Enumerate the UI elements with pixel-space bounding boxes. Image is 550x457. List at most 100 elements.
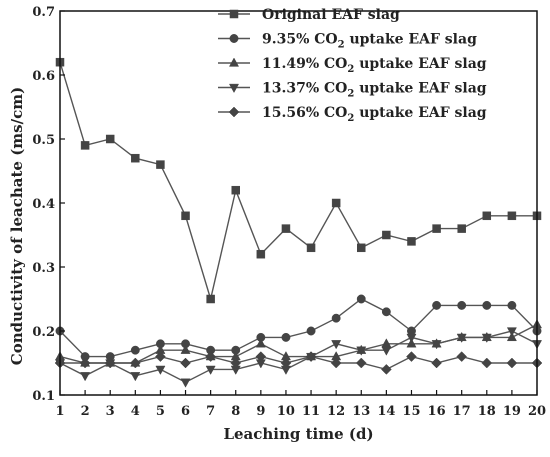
legend-label: 15.56% CO2 uptake EAF slag	[262, 105, 487, 124]
series-4-point	[356, 346, 367, 356]
series-5-point	[230, 357, 242, 369]
legend-label-suffix: uptake EAF slag	[345, 32, 477, 48]
x-tick-label: 12	[327, 404, 345, 419]
series-2-point	[457, 300, 467, 310]
legend-label: Original EAF slag	[262, 7, 400, 23]
series-4-point	[331, 340, 342, 350]
y-tick-label: 0.3	[32, 261, 55, 276]
series-2	[55, 294, 542, 362]
legend-item-3: 11.49% CO2 uptake EAF slag	[218, 56, 487, 75]
series-5-point	[305, 351, 317, 362]
series-3-point	[406, 338, 417, 348]
y-axis-title: Conductivity of leachate (ms/cm)	[0, 56, 34, 395]
series-2-point	[306, 326, 316, 336]
x-tick-label: 18	[478, 404, 496, 419]
y-tick-label: 0.5	[32, 133, 55, 148]
series-1-point	[432, 224, 441, 233]
legend-label-subscript: 2	[347, 89, 354, 100]
legend-label-suffix: uptake EAF slag	[354, 81, 486, 97]
legend-label: 11.49% CO2 uptake EAF slag	[262, 56, 487, 75]
series-2-point	[507, 300, 517, 310]
legend-label-suffix: uptake EAF slag	[354, 105, 486, 121]
legend-marker	[228, 106, 240, 118]
series-5-point	[431, 357, 442, 369]
x-tick-label: 6	[181, 404, 190, 419]
y-tick-label: 0.6	[32, 69, 55, 84]
series-4-line	[59, 330, 538, 383]
x-tick-label: 14	[377, 404, 395, 419]
y-tick-label: 0.1	[32, 389, 55, 404]
x-tick-label: 11	[302, 404, 320, 419]
x-tick-label: 19	[503, 404, 521, 419]
series-1-point	[457, 224, 466, 233]
series-5	[54, 351, 543, 375]
series-4-point	[205, 365, 216, 375]
series-5-point	[255, 351, 267, 362]
legend-label-text: 11.49% CO	[262, 56, 347, 72]
legend-item-2: 9.35% CO2 uptake EAF slag	[218, 32, 477, 51]
series-1	[55, 57, 542, 304]
series-1-point	[105, 134, 115, 144]
series-1-point	[131, 153, 140, 163]
y-tick-label: 0.4	[32, 197, 55, 212]
series-5-point	[79, 357, 91, 369]
series-2-point	[432, 300, 442, 310]
legend-label: 13.37% CO2 uptake EAF slag	[262, 81, 487, 100]
x-axis-title: Leaching time (d)	[223, 425, 374, 443]
legend-item-1: Original EAF slag	[218, 7, 400, 23]
legend-marker	[229, 9, 239, 19]
series-5-point	[205, 351, 216, 362]
x-tick-label: 17	[453, 404, 471, 419]
legend-marker	[229, 34, 239, 43]
series-5-point	[406, 351, 417, 362]
series-5-point	[180, 357, 191, 369]
x-tick-label: 1	[55, 404, 64, 419]
series-2-point	[281, 332, 291, 342]
series-2-point	[482, 300, 492, 310]
series-4-point	[155, 365, 166, 375]
legend-label-text: 13.37% CO	[262, 81, 347, 97]
x-tick-label: 4	[131, 404, 140, 419]
series-1-point	[156, 160, 165, 169]
x-tick-label: 8	[231, 404, 240, 419]
x-tick-label: 5	[156, 404, 165, 419]
legend-marker	[228, 57, 240, 67]
series-4-point	[130, 372, 141, 382]
x-tick-label: 2	[81, 404, 90, 419]
y-tick-label: 0.2	[32, 325, 55, 340]
legend-label-suffix: uptake EAF slag	[354, 56, 486, 72]
legend-item-4: 13.37% CO2 uptake EAF slag	[218, 81, 487, 100]
x-tick-label: 9	[256, 404, 265, 419]
series-1-point	[281, 224, 291, 233]
series-1-point	[407, 237, 416, 246]
series-layer	[54, 57, 543, 388]
series-1-point	[206, 294, 215, 304]
series-1-point	[231, 185, 240, 195]
legend-item-5: 15.56% CO2 uptake EAF slag	[218, 105, 487, 124]
legend-label-text: 9.35% CO	[262, 32, 338, 48]
series-5-point	[129, 357, 141, 369]
series-2-point	[356, 294, 366, 304]
legend-label: 9.35% CO2 uptake EAF slag	[262, 32, 477, 51]
series-5-point	[481, 357, 493, 369]
series-4-point	[80, 372, 91, 382]
y-tick-label: 0.7	[32, 5, 55, 20]
legend-label-subscript: 2	[347, 64, 354, 75]
series-1-point	[331, 198, 341, 208]
series-1-line	[59, 61, 537, 302]
series-3-point	[255, 338, 266, 348]
series-5-point	[330, 357, 342, 369]
series-5-point	[104, 357, 116, 369]
series-1-point	[306, 243, 316, 253]
series-4-point	[456, 333, 467, 343]
series-1-point	[507, 211, 517, 221]
series-1-point	[357, 243, 366, 253]
y-axis-label: Conductivity of leachate (ms/cm)	[8, 86, 26, 365]
series-4-point	[406, 333, 417, 343]
series-5-point	[355, 357, 367, 369]
series-1-point	[80, 141, 90, 150]
series-3-point	[180, 344, 191, 354]
series-5-point	[456, 351, 468, 362]
series-1-point	[256, 249, 266, 259]
